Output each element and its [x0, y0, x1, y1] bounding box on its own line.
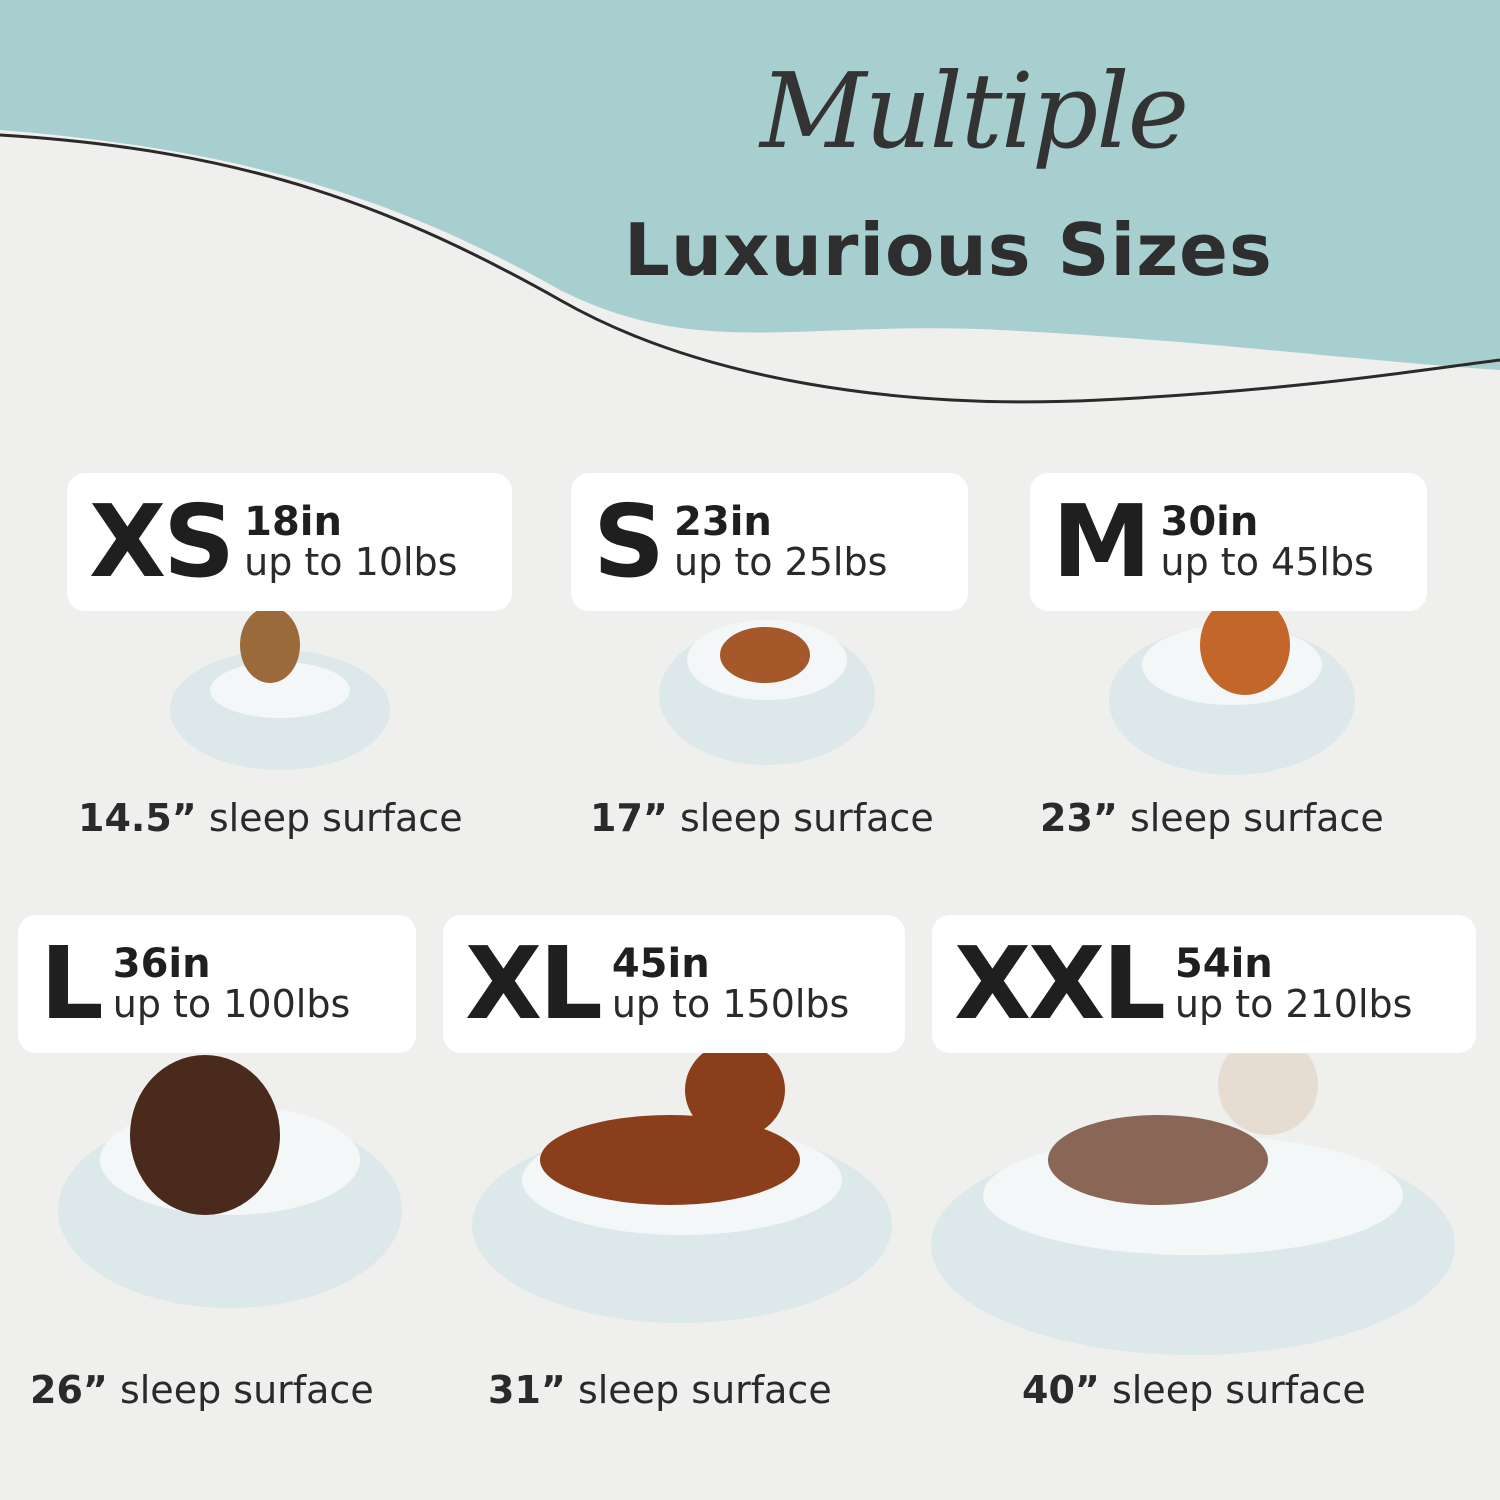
size-weight: up to 10lbs	[244, 540, 458, 585]
bed-l-image	[58, 1055, 402, 1308]
size-inches: 54in	[1174, 941, 1273, 988]
size-label: L	[40, 925, 104, 1042]
size-label: XXL	[954, 925, 1166, 1042]
title-main: Luxurious Sizes	[624, 208, 1273, 292]
size-weight: up to 210lbs	[1174, 982, 1413, 1027]
size-card-s: S 23in up to 25lbs	[571, 473, 968, 611]
size-inches: 36in	[112, 941, 211, 988]
sleep-surface-xxl: 40” sleep surface	[1022, 1368, 1366, 1412]
size-inches: 30in	[1160, 499, 1259, 546]
sleep-surface-s: 17” sleep surface	[590, 796, 934, 840]
size-card-xl: XL 45in up to 150lbs	[443, 915, 905, 1053]
bed-xl-image	[472, 1042, 892, 1323]
size-inches: 45in	[611, 941, 710, 988]
size-card-xxl: XXL 54in up to 210lbs	[932, 915, 1476, 1053]
size-weight: up to 100lbs	[112, 982, 351, 1027]
size-label: M	[1052, 483, 1152, 600]
size-weight: up to 45lbs	[1160, 540, 1374, 585]
bed-s-image	[659, 620, 875, 765]
size-card-l: L 36in up to 100lbs	[18, 915, 416, 1053]
size-label: XL	[465, 925, 603, 1042]
bed-m-image	[1109, 595, 1355, 775]
bed-xxl-image	[931, 1035, 1455, 1355]
sleep-surface-xl: 31” sleep surface	[488, 1368, 832, 1412]
size-label: XS	[89, 483, 235, 600]
sleep-surface-l: 26” sleep surface	[30, 1368, 374, 1412]
size-weight: up to 150lbs	[611, 982, 850, 1027]
size-weight: up to 25lbs	[674, 540, 888, 585]
size-label: S	[593, 483, 665, 600]
size-card-m: M 30in up to 45lbs	[1030, 473, 1427, 611]
dog	[240, 607, 300, 683]
bed-xs-image	[170, 607, 390, 770]
size-inches: 18in	[244, 499, 342, 546]
sleep-surface-xs: 14.5” sleep surface	[78, 796, 463, 840]
sleep-surface-m: 23” sleep surface	[1040, 796, 1384, 840]
size-inches: 23in	[674, 499, 772, 546]
size-card-xs: XS 18in up to 10lbs	[67, 473, 512, 611]
title-script: Multiple	[760, 50, 1189, 172]
